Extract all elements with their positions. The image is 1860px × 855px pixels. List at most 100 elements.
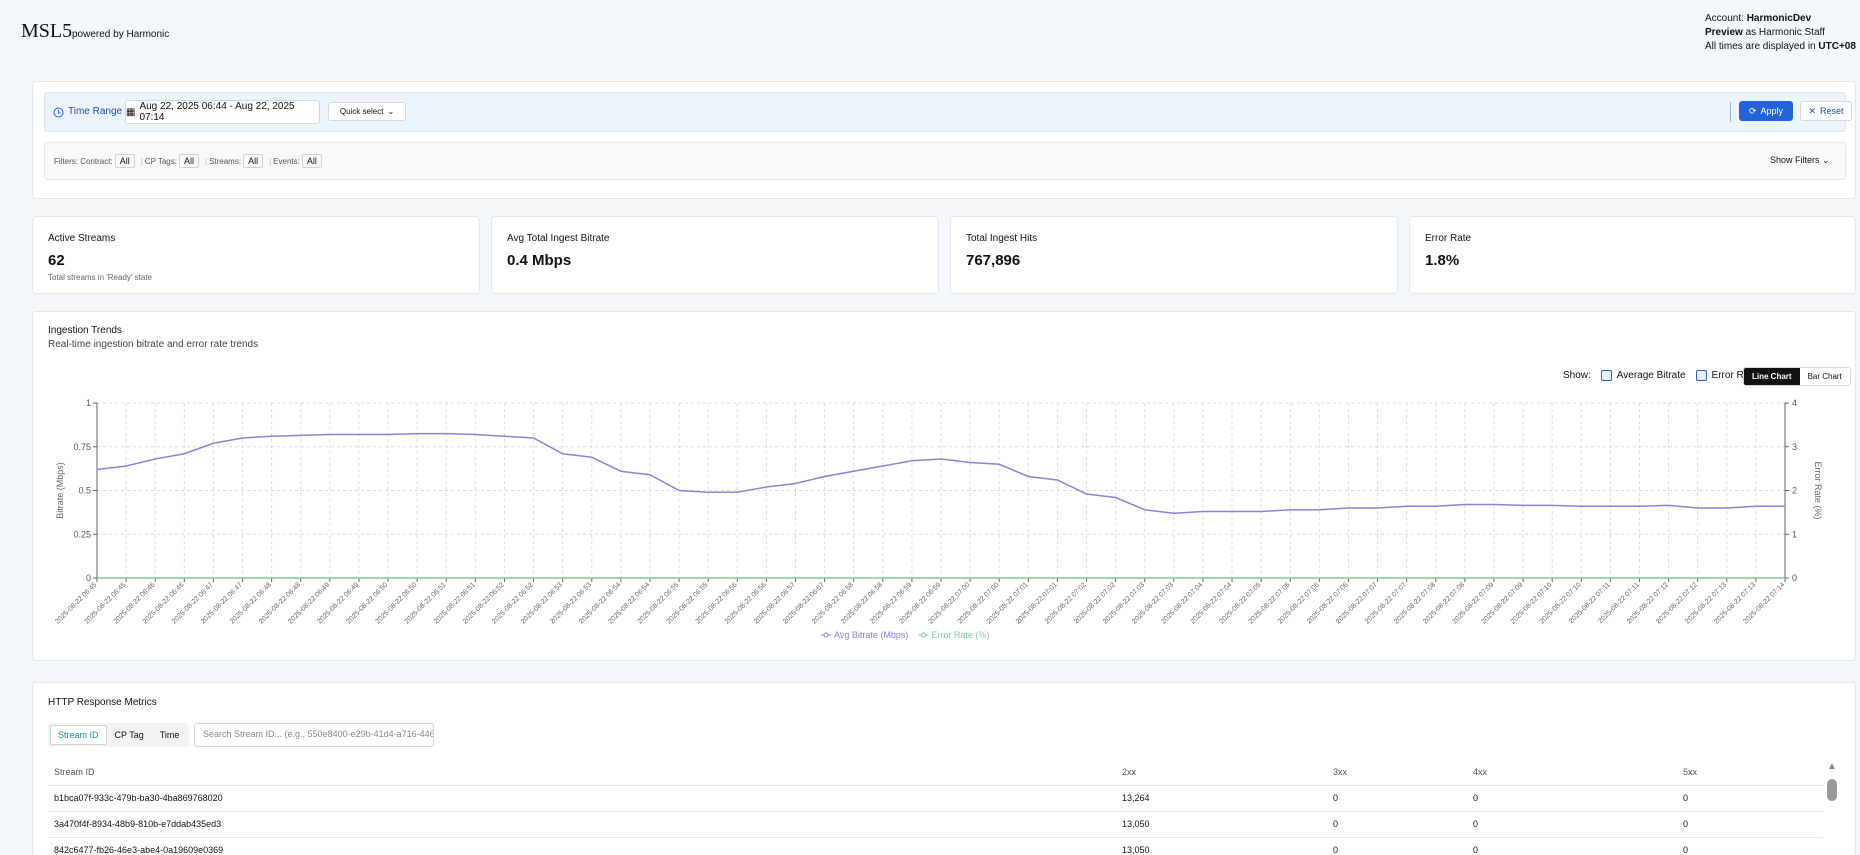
chart: 00.250.50.75101234Bitrate (Mbps)Error Ra… (32, 380, 1856, 660)
y2-tick-label: 4 (1792, 398, 1797, 408)
cell: 13,050 (1122, 819, 1150, 829)
table-row: 842c6477-fb26-46e3-abe4-0a19609e036913,0… (48, 837, 1823, 855)
table-row: 3a470f4f-8934-48b9-810b-e7ddab435ed3 13,0… (48, 811, 1823, 838)
cell: 0 (1683, 845, 1688, 855)
y-tick-label: 0.5 (78, 486, 91, 496)
filter-value[interactable]: All (115, 154, 135, 168)
filter-name: Streams: (209, 157, 241, 166)
cell: 0 (1473, 819, 1478, 829)
legend: Avg Bitrate (Mbps) Error Rate (%) (821, 630, 989, 640)
filter-name: Contract: (80, 157, 112, 166)
cell: Stream ID (54, 767, 95, 777)
date-range: Aug 22, 2025 06:44 - Aug 22, 2025 07:14 (139, 101, 319, 123)
reset-text: Reset (1820, 106, 1844, 116)
y2-axis-label: Error Rate (%) (1813, 461, 1823, 519)
cell: 0 (1333, 793, 1338, 803)
cell: 0 (1333, 819, 1338, 829)
y-axis-label: Bitrate (Mbps) (55, 462, 65, 519)
filter-value[interactable]: All (179, 154, 199, 168)
cell: 13,264 (1122, 793, 1150, 803)
stat-label: Error Rate (1425, 233, 1471, 244)
cell: b1bca07f-933c-479b-ba30-4ba869768020 (54, 793, 223, 803)
separator: | (269, 157, 271, 166)
tab[interactable]: Stream ID (50, 725, 107, 745)
scroll-thumb[interactable] (1827, 779, 1837, 801)
preview: Preview (1705, 27, 1743, 38)
chart-title: Ingestion Trends (48, 325, 122, 336)
filter-value[interactable]: All (243, 154, 263, 168)
chevron: ⌄ (387, 107, 394, 116)
stat-label: Total Ingest Hits (966, 233, 1037, 244)
filters-label: Filters: (54, 157, 78, 166)
reset-button[interactable]: ✕ Reset (1800, 101, 1852, 121)
filters: Filters: Contract:All|CP Tags:All|Stream… (54, 154, 328, 168)
logo-subtitle: powered by Harmonic (72, 29, 169, 40)
timezone-note: All times are displayed in (1705, 41, 1816, 52)
cell: 3xx (1333, 767, 1347, 777)
tabs: Stream IDCP TagTime (48, 723, 189, 747)
scroll-up[interactable]: ▲ (1827, 763, 1837, 771)
filter-name: Events: (273, 157, 300, 166)
apply-button[interactable]: ⟳Apply (1739, 101, 1793, 121)
separator: | (141, 157, 143, 166)
account-info: Account: HarmonicDev Preview as Harmonic… (1705, 12, 1856, 54)
stat-label: Avg Total Ingest Bitrate (507, 233, 609, 244)
search-input[interactable]: Search Stream ID... (e.g., 550e8400-e29b… (194, 723, 434, 747)
table-row: b1bca07f-933c-479b-ba30-4ba869768020 13,2… (48, 785, 1823, 812)
http-card: HTTP Response Metrics Stream IDCP TagTim… (32, 682, 1856, 855)
legend-dot (921, 633, 925, 637)
stat-card: Avg Total Ingest Bitrate 0.4 Mbps (491, 216, 939, 294)
tab[interactable]: CP Tag (107, 725, 152, 745)
x-icon: ✕ (1808, 106, 1816, 117)
filters-bar: Filters: Contract:All|CP Tags:All|Stream… (44, 142, 1846, 180)
http-title: HTTP Response Metrics (48, 697, 157, 708)
legend-dot (824, 633, 828, 637)
stat-value: 1.8% (1425, 252, 1459, 269)
y2-tick-label: 3 (1792, 442, 1797, 452)
legend-label: Error Rate (%) (931, 630, 989, 640)
cell: 2xx (1122, 767, 1136, 777)
stat-value: 62 (48, 252, 65, 269)
stat-label: Active Streams (48, 233, 115, 244)
account-line: Account: HarmonicDev (1705, 12, 1856, 26)
account-label: Account: (1705, 13, 1744, 24)
divider (1730, 102, 1731, 122)
date-range-button[interactable]: ▦ Aug 22, 2025 06:44 - Aug 22, 2025 07:14 (125, 100, 320, 124)
filter-name: CP Tags: (145, 157, 177, 166)
preview-as: as Harmonic Staff (1746, 27, 1825, 38)
cell: 0 (1683, 793, 1688, 803)
stat-value: 0.4 Mbps (507, 252, 571, 269)
account: HarmonicDev (1747, 13, 1811, 24)
quick-select[interactable]: Quick select⌄ (328, 102, 406, 121)
cell: 0 (1683, 819, 1688, 829)
time-range-label: Time Range (68, 106, 122, 117)
y-tick-label: 1 (86, 398, 91, 408)
separator: | (205, 157, 207, 166)
filter-value[interactable]: All (302, 154, 322, 168)
preview-line: Preview as Harmonic Staff (1705, 26, 1856, 40)
cell: 0 (1333, 845, 1338, 855)
apply-text: Apply (1761, 106, 1784, 116)
legend-label: Avg Bitrate (Mbps) (834, 630, 908, 640)
show-filters-text: Show Filters (1770, 155, 1820, 165)
cell: 0 (1473, 845, 1478, 855)
quick-select-text: Quick select (340, 107, 384, 116)
tab[interactable]: Time (152, 725, 188, 745)
stat-value: 767,896 (966, 252, 1020, 269)
cell: 842c6477-fb26-46e3-abe4-0a19609e0369 (54, 845, 223, 855)
y2-tick-label: 2 (1792, 486, 1797, 496)
timezone-line: All times are displayed in UTC+08 (1705, 40, 1856, 54)
filter-card: Time Range ▦ Aug 22, 2025 06:44 - Aug 22,… (32, 81, 1856, 199)
timezone: UTC+08 (1818, 41, 1856, 52)
time-range-bar: Time Range ▦ Aug 22, 2025 06:44 - Aug 22,… (44, 92, 1846, 132)
cell: 0 (1473, 793, 1478, 803)
header-row: Stream ID2xx3xx4xx5xx (48, 759, 1823, 786)
chart-subtitle: Real-time ingestion bitrate and error ra… (48, 339, 258, 350)
cell: 3a470f4f-8934-48b9-810b-e7ddab435ed3 (54, 819, 221, 829)
y2-tick-label: 1 (1792, 529, 1797, 539)
calendar-icon: ▦ (126, 107, 135, 118)
logo: MSL5 (21, 20, 72, 43)
show-filters[interactable]: Show Filters ⌄ (1770, 155, 1830, 166)
